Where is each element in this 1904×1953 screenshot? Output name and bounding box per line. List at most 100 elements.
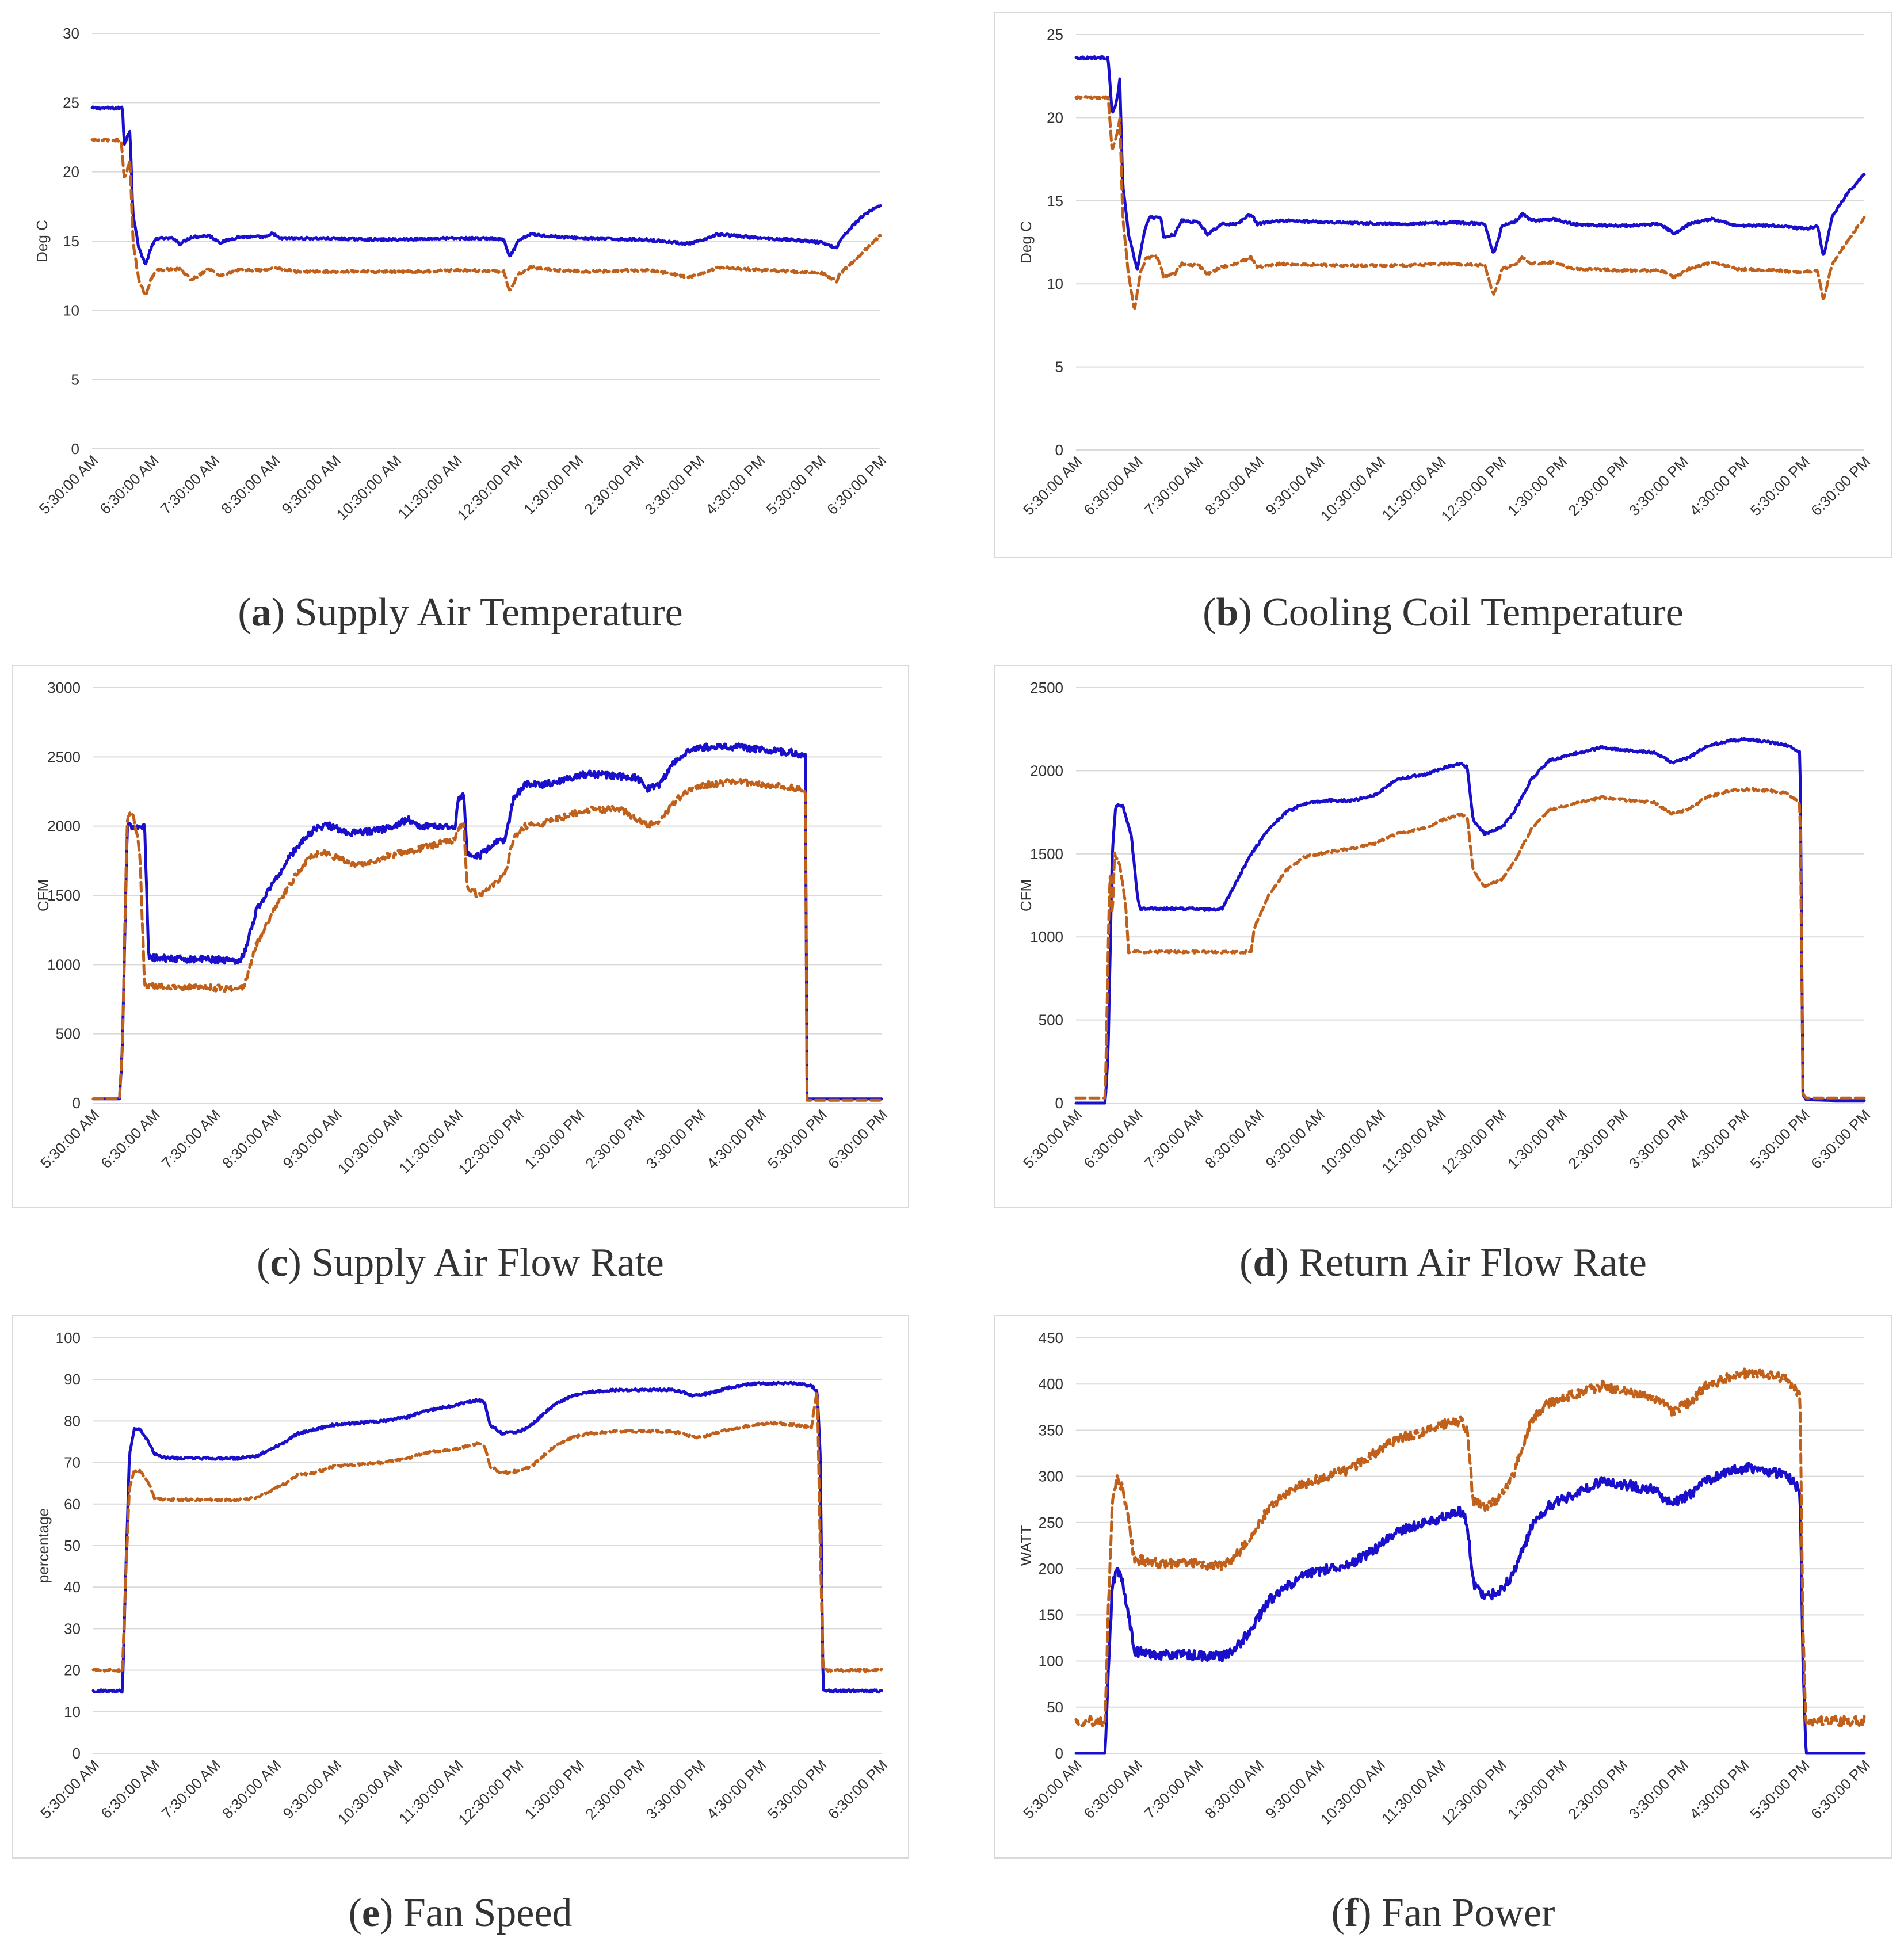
x-tick-label: 9:30:00 AM xyxy=(1262,453,1328,518)
y-tick-label: 0 xyxy=(73,1094,81,1112)
chart-e: 0 10 20 30 40 50 60 70 80 90 100 5:30:00 AM 6:30:00 … xyxy=(12,1315,909,1859)
y-tick-label: 50 xyxy=(64,1537,81,1554)
x-tick-label: 1:30:00 PM xyxy=(521,1756,587,1822)
series-solid-line xyxy=(1074,737,1866,1105)
series-dashed-line xyxy=(90,137,882,297)
y-tick-label: 30 xyxy=(63,25,79,42)
x-tick-label: 5:30:00 PM xyxy=(1747,1106,1813,1172)
x-tick-label: 6:30:00 PM xyxy=(1807,1106,1874,1172)
y-tick-label: 400 xyxy=(1039,1375,1063,1393)
y-tick-label: 5 xyxy=(71,371,79,388)
x-tick-label: 9:30:00 AM xyxy=(280,1756,345,1822)
x-tick-label: 6:30:00 AM xyxy=(1080,1106,1146,1172)
x-tick-label: 10:30:00 AM xyxy=(1317,453,1388,524)
series-solid-line xyxy=(90,105,882,265)
x-tick-label: 12:30:00 PM xyxy=(1437,453,1509,525)
x-tick-label: 10:30:00 AM xyxy=(334,1106,406,1177)
y-tick-label: 450 xyxy=(1039,1329,1063,1346)
y-tick-label: 90 xyxy=(64,1371,81,1388)
chart-c: 0 500 1000 1500 2000 2500 3000 5:30:00 AM 6:30:0… xyxy=(12,665,909,1208)
x-tick-label: 1:30:00 PM xyxy=(1504,1756,1570,1822)
series-dashed-line xyxy=(91,777,883,1102)
series-dashed-line xyxy=(91,1391,883,1673)
y-tick-label: 0 xyxy=(1055,441,1063,459)
y-axis-title: WATT xyxy=(1017,1525,1035,1566)
series-solid-line xyxy=(91,1380,883,1694)
x-tick-label: 12:30:00 PM xyxy=(453,452,525,524)
x-tick-label: 5:30:00 PM xyxy=(764,1756,830,1822)
x-tick-label: 10:30:00 AM xyxy=(1317,1756,1388,1828)
y-tick-label: 3000 xyxy=(47,679,81,696)
y-tick-label: 2500 xyxy=(47,748,81,765)
y-axis-title: Deg C xyxy=(33,220,51,262)
x-tick-label: 3:30:00 PM xyxy=(1626,453,1692,519)
chart-b: 0 5 10 15 20 25 5:30:00 AM 6:30:00 AM 7:30:00 AM… xyxy=(994,12,1892,558)
x-tick-label: 9:30:00 AM xyxy=(1262,1106,1328,1172)
y-tick-label: 200 xyxy=(1039,1560,1063,1577)
x-tick-label: 6:30:00 PM xyxy=(825,1106,891,1172)
y-tick-label: 20 xyxy=(63,163,79,181)
x-tick-label: 10:30:00 AM xyxy=(1317,1106,1388,1177)
y-tick-label: 150 xyxy=(1039,1606,1063,1623)
y-tick-label: 10 xyxy=(64,1703,81,1721)
x-tick-label: 3:30:00 PM xyxy=(643,1106,709,1172)
y-axis-title: CFM xyxy=(35,879,52,911)
y-tick-label: 10 xyxy=(1047,275,1063,292)
x-tick-label: 5:30:00 AM xyxy=(36,452,101,517)
x-tick-label: 7:30:00 AM xyxy=(157,452,223,517)
chart-a: 0 5 10 15 20 25 30 5:30:00 AM 6:30:00 AM 7:30:00 … xyxy=(12,12,909,570)
x-tick-label: 1:30:00 PM xyxy=(520,452,586,518)
x-tick-label: 5:30:00 AM xyxy=(1020,453,1085,518)
chart-a-svg: 0 5 10 15 20 25 30 5:30:00 AM6:30:00 AM7:30:00 … xyxy=(33,25,890,524)
x-tick-label: 1:30:00 PM xyxy=(1504,1106,1570,1172)
x-tick-label: 6:30:00 PM xyxy=(1807,453,1874,519)
x-tick-label: 5:30:00 PM xyxy=(764,1106,830,1172)
y-tick-label: 2000 xyxy=(1030,762,1063,779)
y-tick-label: 25 xyxy=(1047,26,1063,43)
y-tick-label: 0 xyxy=(71,440,79,457)
y-tick-label: 60 xyxy=(64,1496,81,1513)
y-tick-label: 1000 xyxy=(47,956,81,973)
caption-d: (d) Return Air Flow Rate xyxy=(1239,1241,1647,1285)
y-tick-label: 5 xyxy=(1055,358,1063,376)
caption-e: (e) Fan Speed xyxy=(348,1891,573,1935)
x-tick-label: 5:30:00 AM xyxy=(1020,1106,1085,1172)
x-tick-label: 4:30:00 PM xyxy=(702,452,768,518)
y-tick-label: 1000 xyxy=(1030,928,1063,945)
x-tick-label: 12:30:00 PM xyxy=(1437,1106,1509,1178)
y-tick-label: 350 xyxy=(1039,1421,1063,1439)
y-tick-label: 100 xyxy=(56,1329,81,1346)
y-axis-title: CFM xyxy=(1017,879,1035,911)
x-tick-label: 3:30:00 PM xyxy=(1626,1756,1692,1822)
series-dashed-line xyxy=(1074,95,1866,310)
x-tick-label: 2:30:00 PM xyxy=(582,1756,648,1822)
x-tick-label: 4:30:00 PM xyxy=(703,1106,769,1172)
y-tick-label: 20 xyxy=(1047,109,1063,126)
x-tick-label: 5:30:00 AM xyxy=(1020,1756,1085,1822)
y-tick-label: 20 xyxy=(64,1662,81,1679)
x-tick-label: 8:30:00 AM xyxy=(219,1106,284,1172)
x-tick-label: 6:30:00 AM xyxy=(96,452,162,517)
chart-b-svg: 0 5 10 15 20 25 5:30:00 AM6:30:00 AM7:30:00 AM… xyxy=(1017,26,1874,525)
x-tick-label: 9:30:00 AM xyxy=(278,452,344,517)
x-tick-label: 5:30:00 AM xyxy=(37,1756,102,1822)
y-tick-label: 70 xyxy=(64,1454,81,1471)
x-tick-label: 8:30:00 AM xyxy=(1201,453,1267,518)
x-tick-label: 12:30:00 PM xyxy=(455,1756,526,1828)
x-tick-label: 4:30:00 PM xyxy=(1686,1756,1752,1822)
x-tick-label: 7:30:00 AM xyxy=(1141,1756,1207,1822)
x-tick-label: 7:30:00 AM xyxy=(1141,453,1207,518)
caption-f: (f) Fan Power xyxy=(1331,1891,1555,1935)
y-axis-title: Deg C xyxy=(1017,221,1035,264)
chart-d-svg: 0 500 1000 1500 2000 2500 5:30:00 AM6:30:00 AM… xyxy=(1017,679,1874,1178)
x-tick-label: 5:30:00 PM xyxy=(1747,453,1813,519)
x-tick-label: 7:30:00 AM xyxy=(158,1756,224,1822)
x-tick-label: 5:30:00 PM xyxy=(1747,1756,1813,1822)
x-tick-label: 6:30:00 AM xyxy=(1080,1756,1146,1822)
x-tick-label: 8:30:00 AM xyxy=(218,452,283,517)
y-tick-label: 0 xyxy=(1055,1745,1063,1762)
x-tick-label: 8:30:00 AM xyxy=(1201,1756,1267,1822)
series-solid-line xyxy=(1074,1462,1866,1755)
